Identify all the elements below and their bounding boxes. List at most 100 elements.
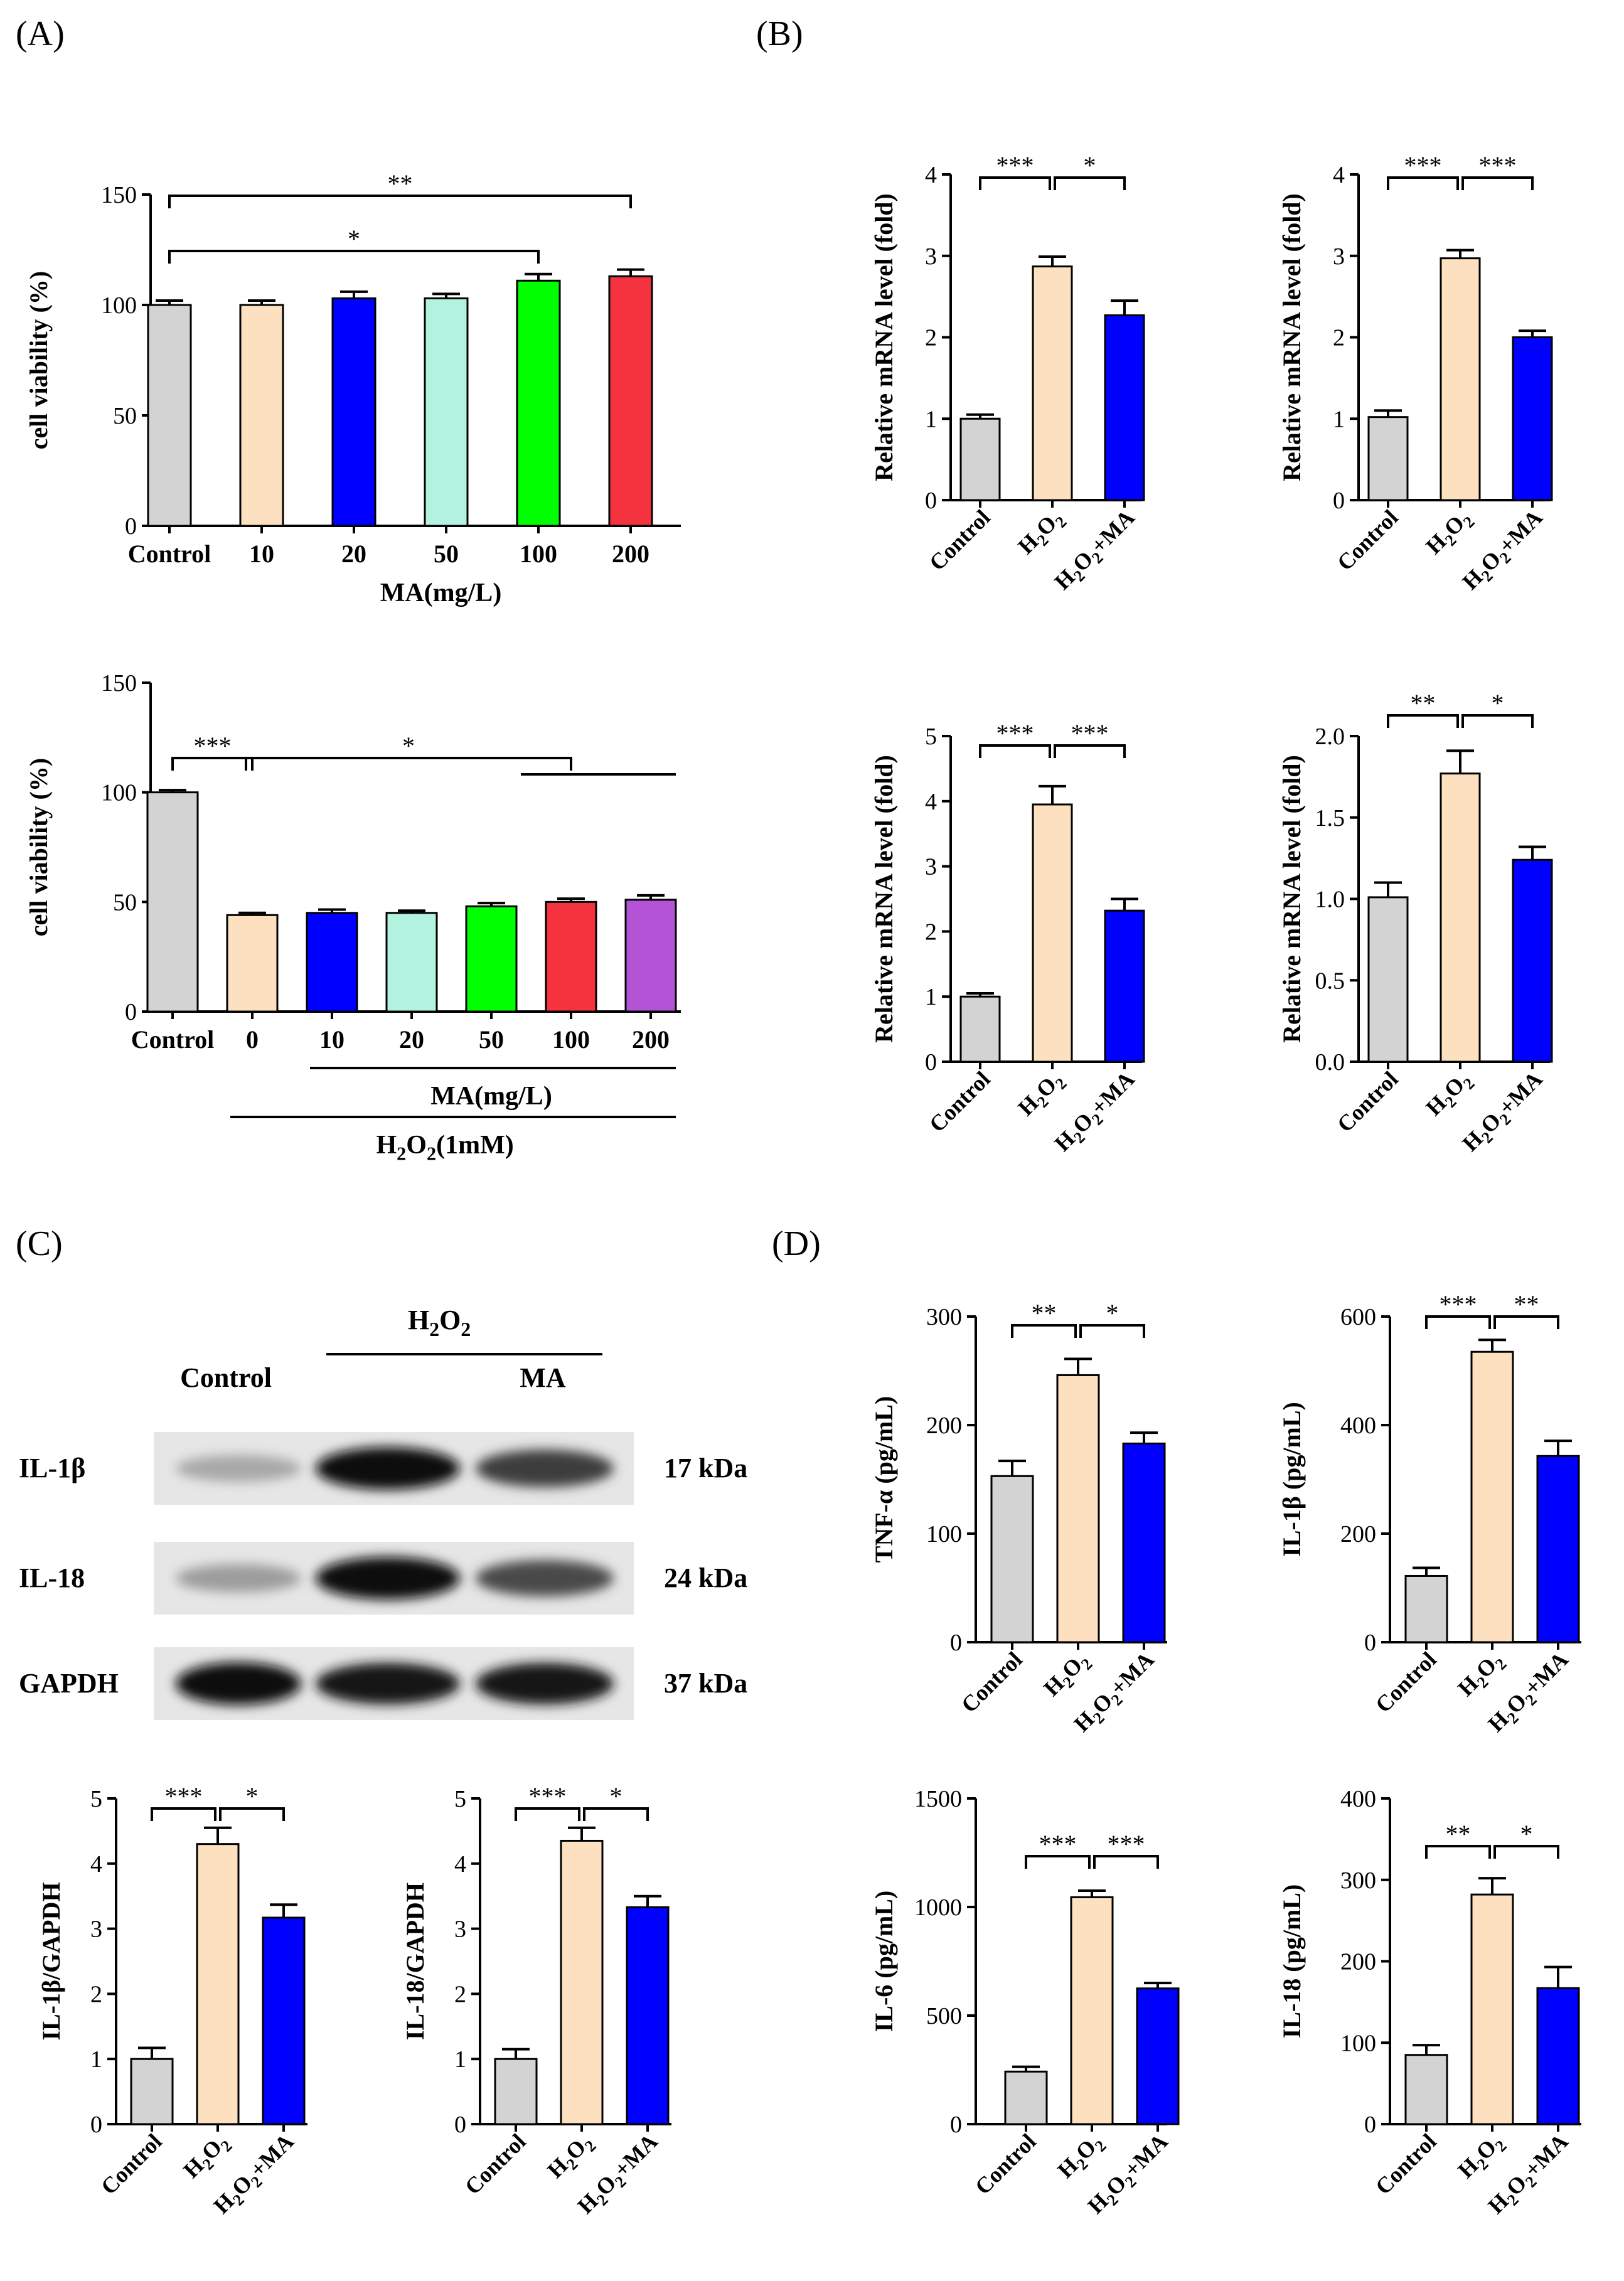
bar-h2o2-ma xyxy=(1122,1442,1166,1643)
chart-mrna-il-1beta: 0 1 2 3 4 Relative mRNA level (fold) Control H2… xyxy=(1278,151,1553,597)
bar-100 xyxy=(545,900,597,1013)
x-tick-label: H2O2 xyxy=(1052,2129,1109,2186)
significance-label: *** xyxy=(165,1782,203,1810)
x-tick-label-group: H2O2 xyxy=(1013,505,1070,562)
y-axis-label: cell viability (%) xyxy=(24,758,53,936)
x-tick-label: H2O2 xyxy=(1013,505,1070,562)
significance-bracket xyxy=(1387,714,1459,728)
blot-size-label: 24 kDa xyxy=(664,1563,747,1593)
x-tick-label-group: Control xyxy=(1370,1647,1441,1717)
bar-control xyxy=(1367,416,1409,501)
x-tick-label-group: H2O2 xyxy=(1421,1072,1478,1121)
x-tick-label: Control xyxy=(1332,505,1403,575)
y-tick-label: 2.0 xyxy=(1315,724,1345,750)
y-tick-label: 4 xyxy=(925,162,937,188)
significance-label: * xyxy=(348,225,360,253)
y-tick-label: 3 xyxy=(925,243,937,270)
y-tick-label: 400 xyxy=(1340,1786,1376,1812)
blot-band xyxy=(476,1560,614,1596)
bar-control xyxy=(959,417,1001,501)
y-tick-label: 4 xyxy=(925,789,937,815)
bar-h2o2 xyxy=(1470,1350,1514,1643)
x-tick-label: Control xyxy=(128,540,211,568)
significance-bracket xyxy=(1025,1855,1091,1869)
y-tick-label: 3 xyxy=(90,1916,102,1943)
significance-bracket xyxy=(1011,1324,1077,1338)
bar-h2o2 xyxy=(1032,803,1073,1063)
bar-control xyxy=(494,2058,538,2125)
x-tick-label: 50 xyxy=(479,1025,504,1054)
bar-h2o2 xyxy=(1440,772,1481,1063)
y-tick-label: 1 xyxy=(1333,406,1345,432)
significance-label: * xyxy=(1520,1820,1533,1848)
significance-label: *** xyxy=(1039,1830,1077,1858)
x-tick-label: H2O2+MA xyxy=(1458,505,1551,597)
bar-h2o2-ma xyxy=(262,1916,306,2125)
significance-bracket xyxy=(1461,714,1534,728)
x-tick-label: Control xyxy=(1370,1647,1441,1717)
significance-bracket xyxy=(171,757,254,771)
x-tick-label-group: H2O2 xyxy=(1013,1066,1070,1123)
y-tick-label: 2 xyxy=(925,325,937,351)
x-tick-label: H2O2 xyxy=(1013,1066,1070,1123)
bar-control xyxy=(147,304,192,527)
significance-bracket xyxy=(1387,176,1459,190)
x-tick-label-group: H2O2+MA xyxy=(1050,1066,1140,1156)
x-tick-label: Control xyxy=(956,1647,1027,1717)
bar-h2o2-ma xyxy=(1512,336,1553,501)
blot-band xyxy=(176,1564,301,1593)
bar-10 xyxy=(306,912,358,1013)
bar-h2o2-ma xyxy=(1104,314,1145,501)
y-tick-label: 200 xyxy=(1340,1949,1376,1975)
x-tick-label: Control xyxy=(924,1066,995,1137)
significance-bracket xyxy=(1493,1845,1559,1859)
bar-h2o2 xyxy=(1056,1374,1100,1643)
y-tick-label: 0 xyxy=(90,2112,102,2138)
x-tick-label: 20 xyxy=(399,1025,424,1054)
y-tick-label: 300 xyxy=(926,1304,962,1330)
significance-bracket xyxy=(1425,1315,1491,1329)
significance-label: ** xyxy=(1411,689,1436,717)
y-axis-label: IL-1β (pg/mL) xyxy=(1278,1402,1306,1557)
bar-0 xyxy=(226,914,279,1013)
significance-label: *** xyxy=(996,719,1034,747)
significance-label: *** xyxy=(1440,1290,1477,1318)
panel-label-a: (A) xyxy=(16,14,65,53)
x-axis-label: MA(mg/L) xyxy=(430,1082,552,1111)
blot-band xyxy=(476,1662,614,1705)
y-tick-label: 1000 xyxy=(914,1894,962,1921)
y-axis-label: IL-18/GAPDH xyxy=(401,1883,429,2040)
x-tick-label-group: Control xyxy=(970,2129,1041,2199)
bar-50 xyxy=(424,297,469,527)
y-axis-label: Relative mRNA level (fold) xyxy=(870,193,898,481)
y-tick-label: 1 xyxy=(925,984,937,1010)
bar-control xyxy=(146,791,199,1013)
y-tick-label: 600 xyxy=(1340,1304,1376,1330)
blot-size-label: 17 kDa xyxy=(664,1453,747,1483)
x-tick-label: H2O2 xyxy=(1039,1647,1096,1704)
y-tick-label: 50 xyxy=(113,403,137,429)
y-tick-label: 1 xyxy=(90,2046,102,2073)
bar-control xyxy=(1404,2054,1448,2125)
y-tick-label: 150 xyxy=(101,670,137,697)
chart-mrna-il-6: 0 1 2 3 4 5 Relative mRNA level (fold) Control H… xyxy=(870,719,1145,1157)
bar-control xyxy=(130,2058,174,2125)
significance-label: ** xyxy=(1032,1299,1057,1327)
blot-protein-label: GAPDH xyxy=(19,1668,119,1699)
x-tick-label: H2O2+MA xyxy=(1050,505,1143,597)
bar-h2o2-ma xyxy=(1536,1987,1580,2125)
x-tick-label-group: H2O2+MA xyxy=(1458,505,1551,597)
bar-h2o2 xyxy=(560,1839,604,2125)
significance-label: * xyxy=(610,1782,622,1810)
y-tick-label: 0.0 xyxy=(1315,1049,1345,1076)
x-tick-label: 200 xyxy=(632,1025,670,1054)
x-tick-label-group: Control xyxy=(1332,505,1403,575)
y-axis-label: Relative mRNA level (fold) xyxy=(870,755,898,1043)
x-tick-label: Control xyxy=(131,1025,215,1054)
blot-band xyxy=(316,1447,460,1490)
significance-label: *** xyxy=(996,151,1034,179)
x-tick-label: 10 xyxy=(249,540,274,568)
y-tick-label: 0 xyxy=(1364,2112,1376,2138)
